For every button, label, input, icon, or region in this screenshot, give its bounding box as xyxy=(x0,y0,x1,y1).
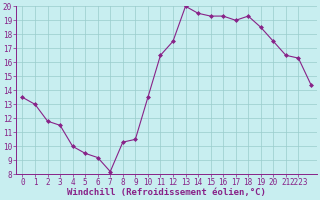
X-axis label: Windchill (Refroidissement éolien,°C): Windchill (Refroidissement éolien,°C) xyxy=(67,188,266,197)
